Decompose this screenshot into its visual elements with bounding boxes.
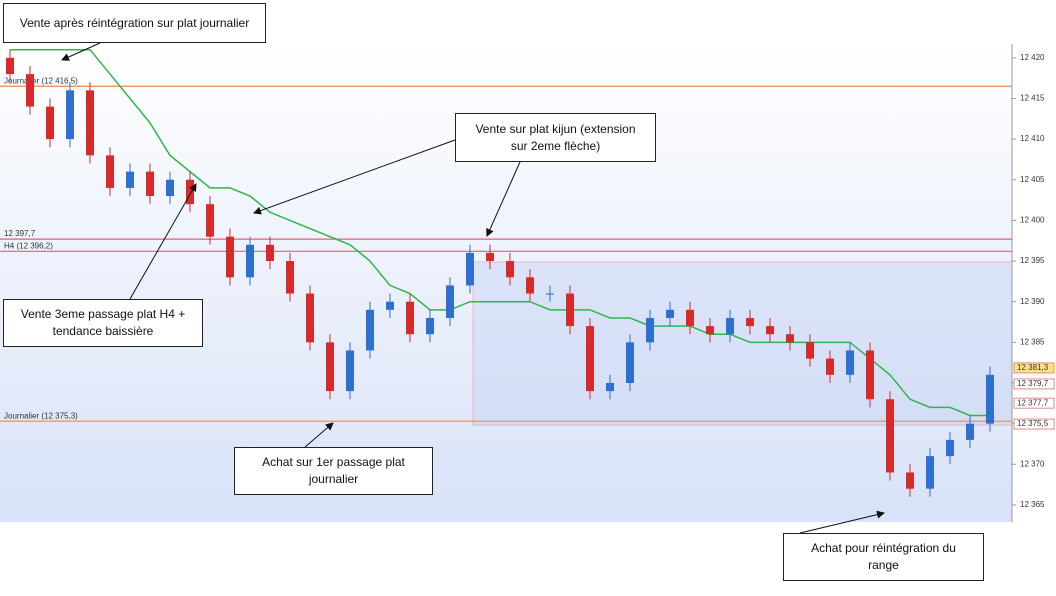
arrows xyxy=(61,42,885,534)
candle-body xyxy=(426,317,434,335)
candle-body xyxy=(466,252,474,286)
y-tick-label: 12 405 xyxy=(1020,175,1045,184)
price-tag xyxy=(1013,378,1055,390)
candle-body xyxy=(486,252,494,262)
y-tick-label: 12 370 xyxy=(1020,459,1045,468)
candle-body xyxy=(666,309,674,318)
candle-body xyxy=(326,342,334,392)
price-tag xyxy=(1013,418,1055,430)
candle-body xyxy=(706,326,714,335)
y-tick-label: 12 390 xyxy=(1020,297,1045,306)
candle-body xyxy=(906,472,914,489)
level-label: 12 397,7 xyxy=(4,229,36,238)
candle-body xyxy=(986,374,994,424)
candle-body xyxy=(806,342,814,359)
y-tick-label: 12 385 xyxy=(1020,337,1045,346)
annotation-text: Vente 3eme passage plat H4 + xyxy=(20,307,186,321)
candle-body xyxy=(346,350,354,392)
price-tag-label: 12 375,5 xyxy=(1017,419,1049,428)
candle-body xyxy=(846,350,854,375)
candle-body xyxy=(726,317,734,335)
candle-body xyxy=(766,326,774,335)
annotation-box: Vente sur plat kijun (extension sur 2eme … xyxy=(455,113,656,162)
candle-body xyxy=(6,57,14,75)
level-label: H4 (12 396,2) xyxy=(4,241,53,250)
arrow xyxy=(799,510,885,534)
candle-body xyxy=(166,179,174,197)
candle-body xyxy=(566,293,574,327)
arrow xyxy=(129,183,197,300)
range-zone xyxy=(472,261,1013,426)
candle-body xyxy=(926,456,934,489)
price-tag xyxy=(1013,397,1055,409)
annotation-text: Achat pour réintégration du xyxy=(811,541,956,555)
annotation-text: Vente après réintégration sur plat journ… xyxy=(19,15,250,30)
annotation-text: Achat sur 1er passage plat xyxy=(262,455,405,469)
y-tick-label: 12 420 xyxy=(1020,53,1045,62)
candle-body xyxy=(406,301,414,335)
annotation-text: range xyxy=(868,558,899,572)
candle-body xyxy=(206,204,214,237)
price-tag xyxy=(1013,362,1055,374)
annotation-text: journalier xyxy=(308,472,359,486)
candle-body xyxy=(366,309,374,351)
arrow xyxy=(486,161,521,237)
candle-body xyxy=(646,317,654,343)
level-label: Journalier (12 375,3) xyxy=(4,411,78,420)
y-tick-label: 12 415 xyxy=(1020,94,1045,103)
annotation-box: Achat sur 1er passage plat journalier xyxy=(234,447,433,495)
y-tick-label: 12 365 xyxy=(1020,500,1045,509)
candle-body xyxy=(386,301,394,310)
annotation-text: tendance baissière xyxy=(52,324,154,338)
candle-body xyxy=(506,261,514,278)
candle-body xyxy=(446,285,454,318)
y-tick-label: 12 395 xyxy=(1020,256,1045,265)
candle-body xyxy=(586,326,594,392)
candle-body xyxy=(966,423,974,440)
candle-body xyxy=(786,334,794,343)
candle-body xyxy=(526,277,534,294)
kijun-line xyxy=(10,48,990,417)
candle-body xyxy=(246,244,254,278)
candle-body xyxy=(946,439,954,457)
candle-body xyxy=(86,90,94,156)
price-tag-label: 12 381,3 xyxy=(1017,363,1049,372)
candle-body xyxy=(826,358,834,375)
candle-body xyxy=(286,261,294,294)
candle-body xyxy=(186,179,194,205)
candle-body xyxy=(866,350,874,400)
annotation-box: Achat pour réintégration du range xyxy=(783,533,984,581)
candle-body xyxy=(106,155,114,188)
annotation-text: Vente sur plat kijun (extension xyxy=(475,121,636,136)
candle-body xyxy=(686,309,694,327)
candle-body xyxy=(746,317,754,327)
candle-body xyxy=(66,90,74,140)
annotation-text: sur 2eme flèche) xyxy=(510,138,601,153)
candle-body xyxy=(26,74,34,107)
candle-body xyxy=(226,236,234,278)
arrow xyxy=(304,422,334,448)
arrow xyxy=(253,139,456,215)
y-tick-label: 12 400 xyxy=(1020,216,1045,225)
candle-body xyxy=(146,171,154,197)
candle-body xyxy=(266,244,274,262)
annotation-box: Vente après réintégration sur plat journ… xyxy=(3,3,266,43)
annotation-box: Vente 3eme passage plat H4 + tendance bai… xyxy=(3,299,203,347)
price-tag-label: 12 379,7 xyxy=(1017,379,1049,388)
candle-body xyxy=(46,106,54,140)
candle-body xyxy=(126,171,134,188)
candle-body xyxy=(546,293,554,295)
price-tag-label: 12 377,7 xyxy=(1017,398,1049,407)
candle-body xyxy=(626,342,634,383)
candle-body xyxy=(306,293,314,343)
candle-body xyxy=(606,382,614,392)
y-tick-label: 12 410 xyxy=(1020,134,1045,143)
level-label: Journalier (12 416,5) xyxy=(4,76,78,85)
arrow xyxy=(61,42,101,61)
candle-body xyxy=(886,399,894,473)
